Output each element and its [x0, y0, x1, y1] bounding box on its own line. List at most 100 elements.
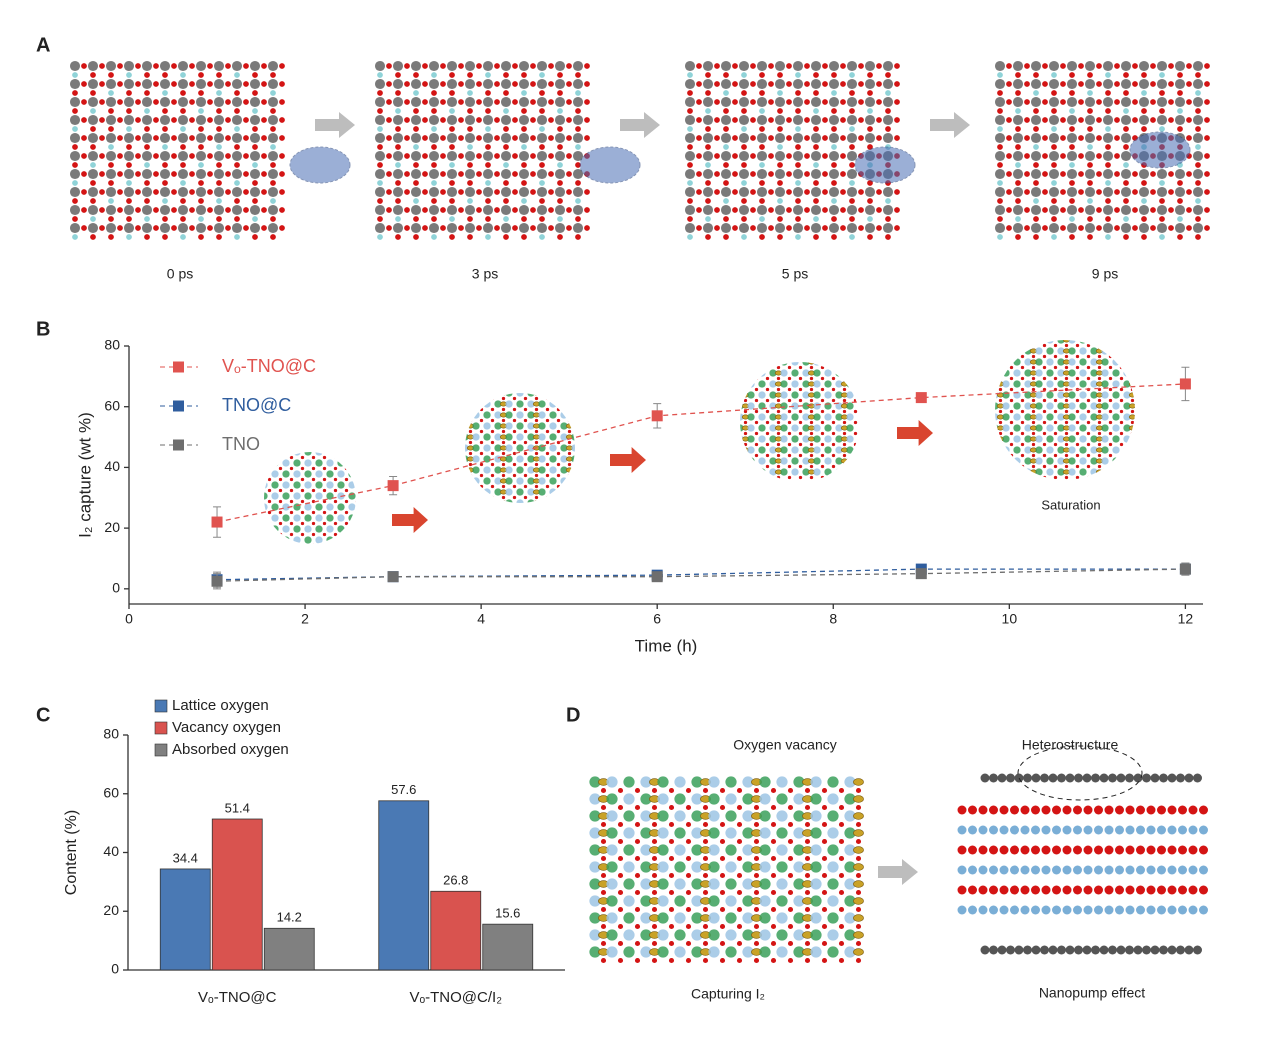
- atom: [798, 365, 803, 370]
- atom: [1204, 135, 1210, 141]
- atom: [249, 114, 261, 126]
- atom: [828, 60, 840, 72]
- atom: [606, 878, 618, 890]
- atom: [606, 810, 618, 822]
- atom: [1069, 108, 1075, 114]
- atom: [1053, 475, 1058, 480]
- atom: [465, 499, 469, 503]
- atom: [1101, 358, 1109, 366]
- atom: [1104, 905, 1114, 915]
- atom: [756, 132, 768, 144]
- atom: [1066, 78, 1078, 90]
- atom: [1079, 380, 1087, 388]
- y-tick-label: 20: [104, 519, 120, 535]
- atom: [687, 162, 693, 168]
- atom: [821, 855, 828, 862]
- atom: [1002, 457, 1010, 465]
- atom: [732, 81, 738, 87]
- atom: [1030, 204, 1042, 216]
- atom: [1060, 117, 1066, 123]
- atom: [1064, 420, 1069, 425]
- carbon: [1133, 773, 1143, 783]
- atom: [279, 135, 285, 141]
- atom: [560, 393, 568, 397]
- atom: [1112, 358, 1120, 366]
- atom: [584, 207, 590, 213]
- atom: [1168, 207, 1174, 213]
- atom: [1060, 99, 1066, 105]
- atom: [392, 60, 404, 72]
- atom: [404, 189, 410, 195]
- atom: [821, 872, 828, 879]
- atom: [882, 204, 894, 216]
- x-tick-label: 8: [829, 611, 837, 627]
- atom: [472, 488, 480, 496]
- atom: [267, 60, 279, 72]
- atom: [1178, 825, 1187, 835]
- atom: [589, 946, 601, 958]
- atom: [651, 787, 658, 794]
- atom: [994, 132, 1006, 144]
- atom: [606, 793, 618, 805]
- atom: [756, 114, 768, 126]
- atom: [1108, 409, 1113, 414]
- atom: [691, 776, 703, 788]
- atom: [516, 411, 524, 419]
- atom: [189, 81, 195, 87]
- atom: [995, 446, 999, 454]
- marker: [211, 516, 223, 528]
- atom: [743, 398, 748, 403]
- atom: [1108, 442, 1113, 447]
- atom: [842, 420, 847, 425]
- atom: [482, 96, 494, 108]
- atom: [548, 207, 554, 213]
- atom: [708, 912, 720, 924]
- iodine: [1128, 414, 1135, 420]
- atom: [440, 171, 446, 177]
- atom: [1048, 132, 1060, 144]
- atom: [774, 132, 786, 144]
- atom: [521, 90, 527, 96]
- atom: [776, 398, 781, 403]
- atom: [87, 60, 99, 72]
- atom: [769, 380, 777, 388]
- atom: [494, 422, 502, 430]
- atom: [754, 453, 759, 458]
- atom: [657, 878, 669, 890]
- atom: [1105, 162, 1111, 168]
- atom: [600, 889, 607, 896]
- atom: [1079, 340, 1087, 344]
- atom: [518, 168, 530, 180]
- atom: [377, 198, 383, 204]
- atom: [264, 503, 268, 511]
- atom: [691, 844, 703, 856]
- atom: [494, 81, 500, 87]
- atom: [326, 514, 334, 522]
- atom: [885, 108, 891, 114]
- carbon: [1031, 773, 1041, 783]
- atom: [99, 153, 105, 159]
- atom: [207, 189, 213, 195]
- x-tick-label: Vₒ-TNO@C/I₂: [409, 989, 502, 1006]
- carbon: [1193, 945, 1202, 955]
- atom: [467, 162, 473, 168]
- atom: [894, 117, 900, 123]
- atom: [81, 63, 87, 69]
- atom: [776, 420, 781, 425]
- atom: [1009, 354, 1014, 359]
- atom: [793, 844, 805, 856]
- iodine: [1128, 359, 1135, 365]
- atom: [617, 872, 624, 879]
- atom: [617, 923, 624, 930]
- atom: [1066, 132, 1078, 144]
- atom: [736, 906, 743, 913]
- molecule-highlight: [1129, 131, 1191, 169]
- atom: [792, 96, 804, 108]
- atom: [1042, 354, 1047, 359]
- atom: [293, 470, 301, 478]
- atom: [410, 78, 422, 90]
- atom: [1141, 90, 1147, 96]
- atom: [684, 60, 696, 72]
- atom: [1042, 81, 1048, 87]
